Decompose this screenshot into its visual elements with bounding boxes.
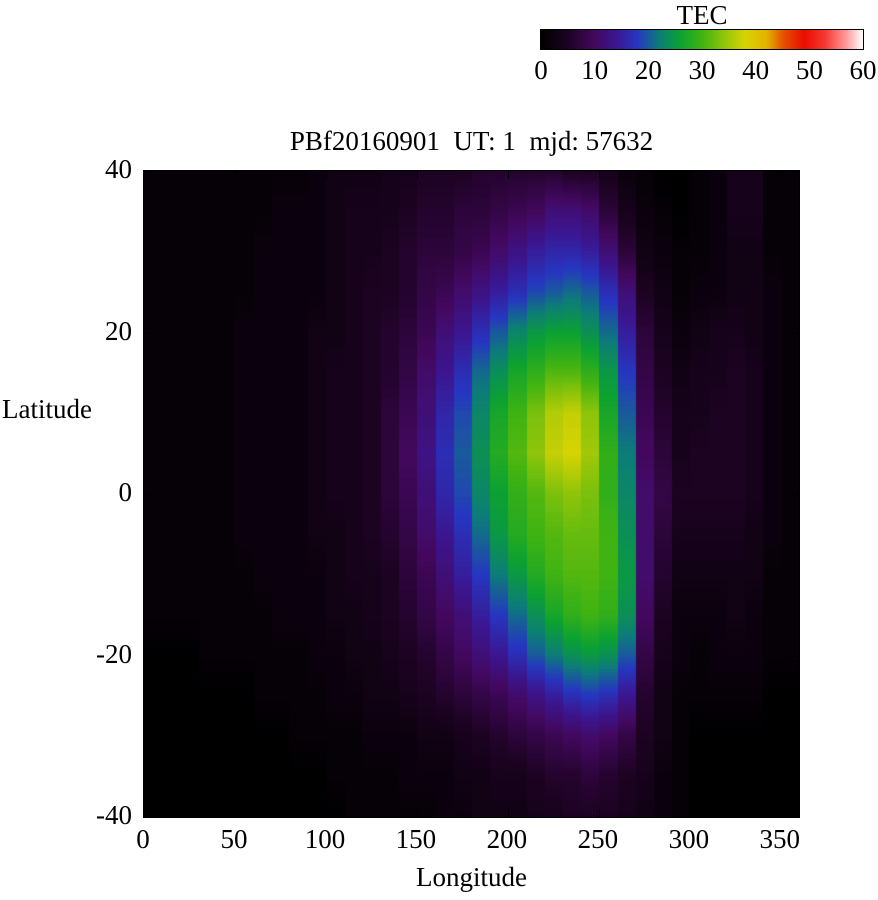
x-tick-mark: [689, 809, 691, 817]
y-tick-mark: [144, 817, 152, 818]
y-axis-label: Latitude: [2, 394, 92, 424]
x-tick-mark: [507, 809, 509, 817]
x-tick-mark: [234, 171, 236, 179]
x-tick-mark: [507, 171, 509, 179]
x-tick-mark: [325, 809, 327, 817]
x-tick-label: 150: [395, 824, 437, 854]
x-tick-label: 100: [304, 824, 346, 854]
colorbar-tick-label: 50: [795, 55, 823, 85]
x-tick-label: 200: [486, 824, 528, 854]
colorbar-tick-label: 30: [688, 55, 716, 85]
colorbar-tick-label: 0: [534, 55, 548, 85]
x-tick-mark: [416, 171, 418, 179]
y-tick-mark: [791, 171, 799, 172]
tec-heatmap-canvas: [144, 171, 799, 817]
colorbar-title: TEC: [676, 0, 728, 30]
x-tick-label: 300: [668, 824, 710, 854]
colorbar-gradient: [540, 29, 864, 50]
x-tick-mark: [144, 171, 145, 179]
y-tick-mark: [144, 494, 152, 495]
plot-frame: [143, 170, 800, 818]
plot-title: PBf20160901 UT: 1 mjd: 57632: [289, 126, 654, 156]
colorbar-tick-label: 40: [742, 55, 770, 85]
y-tick-mark: [144, 332, 152, 334]
x-tick-label: 50: [220, 824, 248, 854]
y-tick-label: 40: [105, 154, 132, 184]
y-tick-mark: [144, 171, 152, 172]
x-tick-label: 350: [759, 824, 801, 854]
y-tick-label: 0: [118, 477, 133, 507]
y-tick-label: -20: [96, 638, 132, 669]
x-tick-label: 250: [577, 824, 619, 854]
x-tick-mark: [598, 809, 600, 817]
y-tick-mark: [791, 494, 799, 495]
x-tick-mark: [780, 171, 782, 179]
colorbar-tick-label: 10: [581, 55, 609, 85]
y-tick-mark: [791, 332, 799, 334]
x-tick-mark: [416, 809, 418, 817]
x-tick-mark: [325, 171, 327, 179]
x-tick-label: 0: [136, 824, 150, 854]
y-tick-mark: [791, 655, 799, 657]
y-tick-label: 20: [105, 315, 132, 346]
x-tick-mark: [689, 171, 691, 179]
x-tick-mark: [144, 809, 145, 817]
x-axis-label: Longitude: [416, 862, 527, 892]
y-tick-mark: [791, 817, 799, 818]
x-tick-mark: [598, 171, 600, 179]
y-tick-label: -40: [96, 800, 132, 830]
colorbar-tick-label: 60: [849, 55, 877, 85]
x-tick-mark: [780, 809, 782, 817]
y-tick-mark: [144, 655, 152, 657]
colorbar-tick-label: 20: [634, 55, 662, 85]
x-tick-mark: [234, 809, 236, 817]
